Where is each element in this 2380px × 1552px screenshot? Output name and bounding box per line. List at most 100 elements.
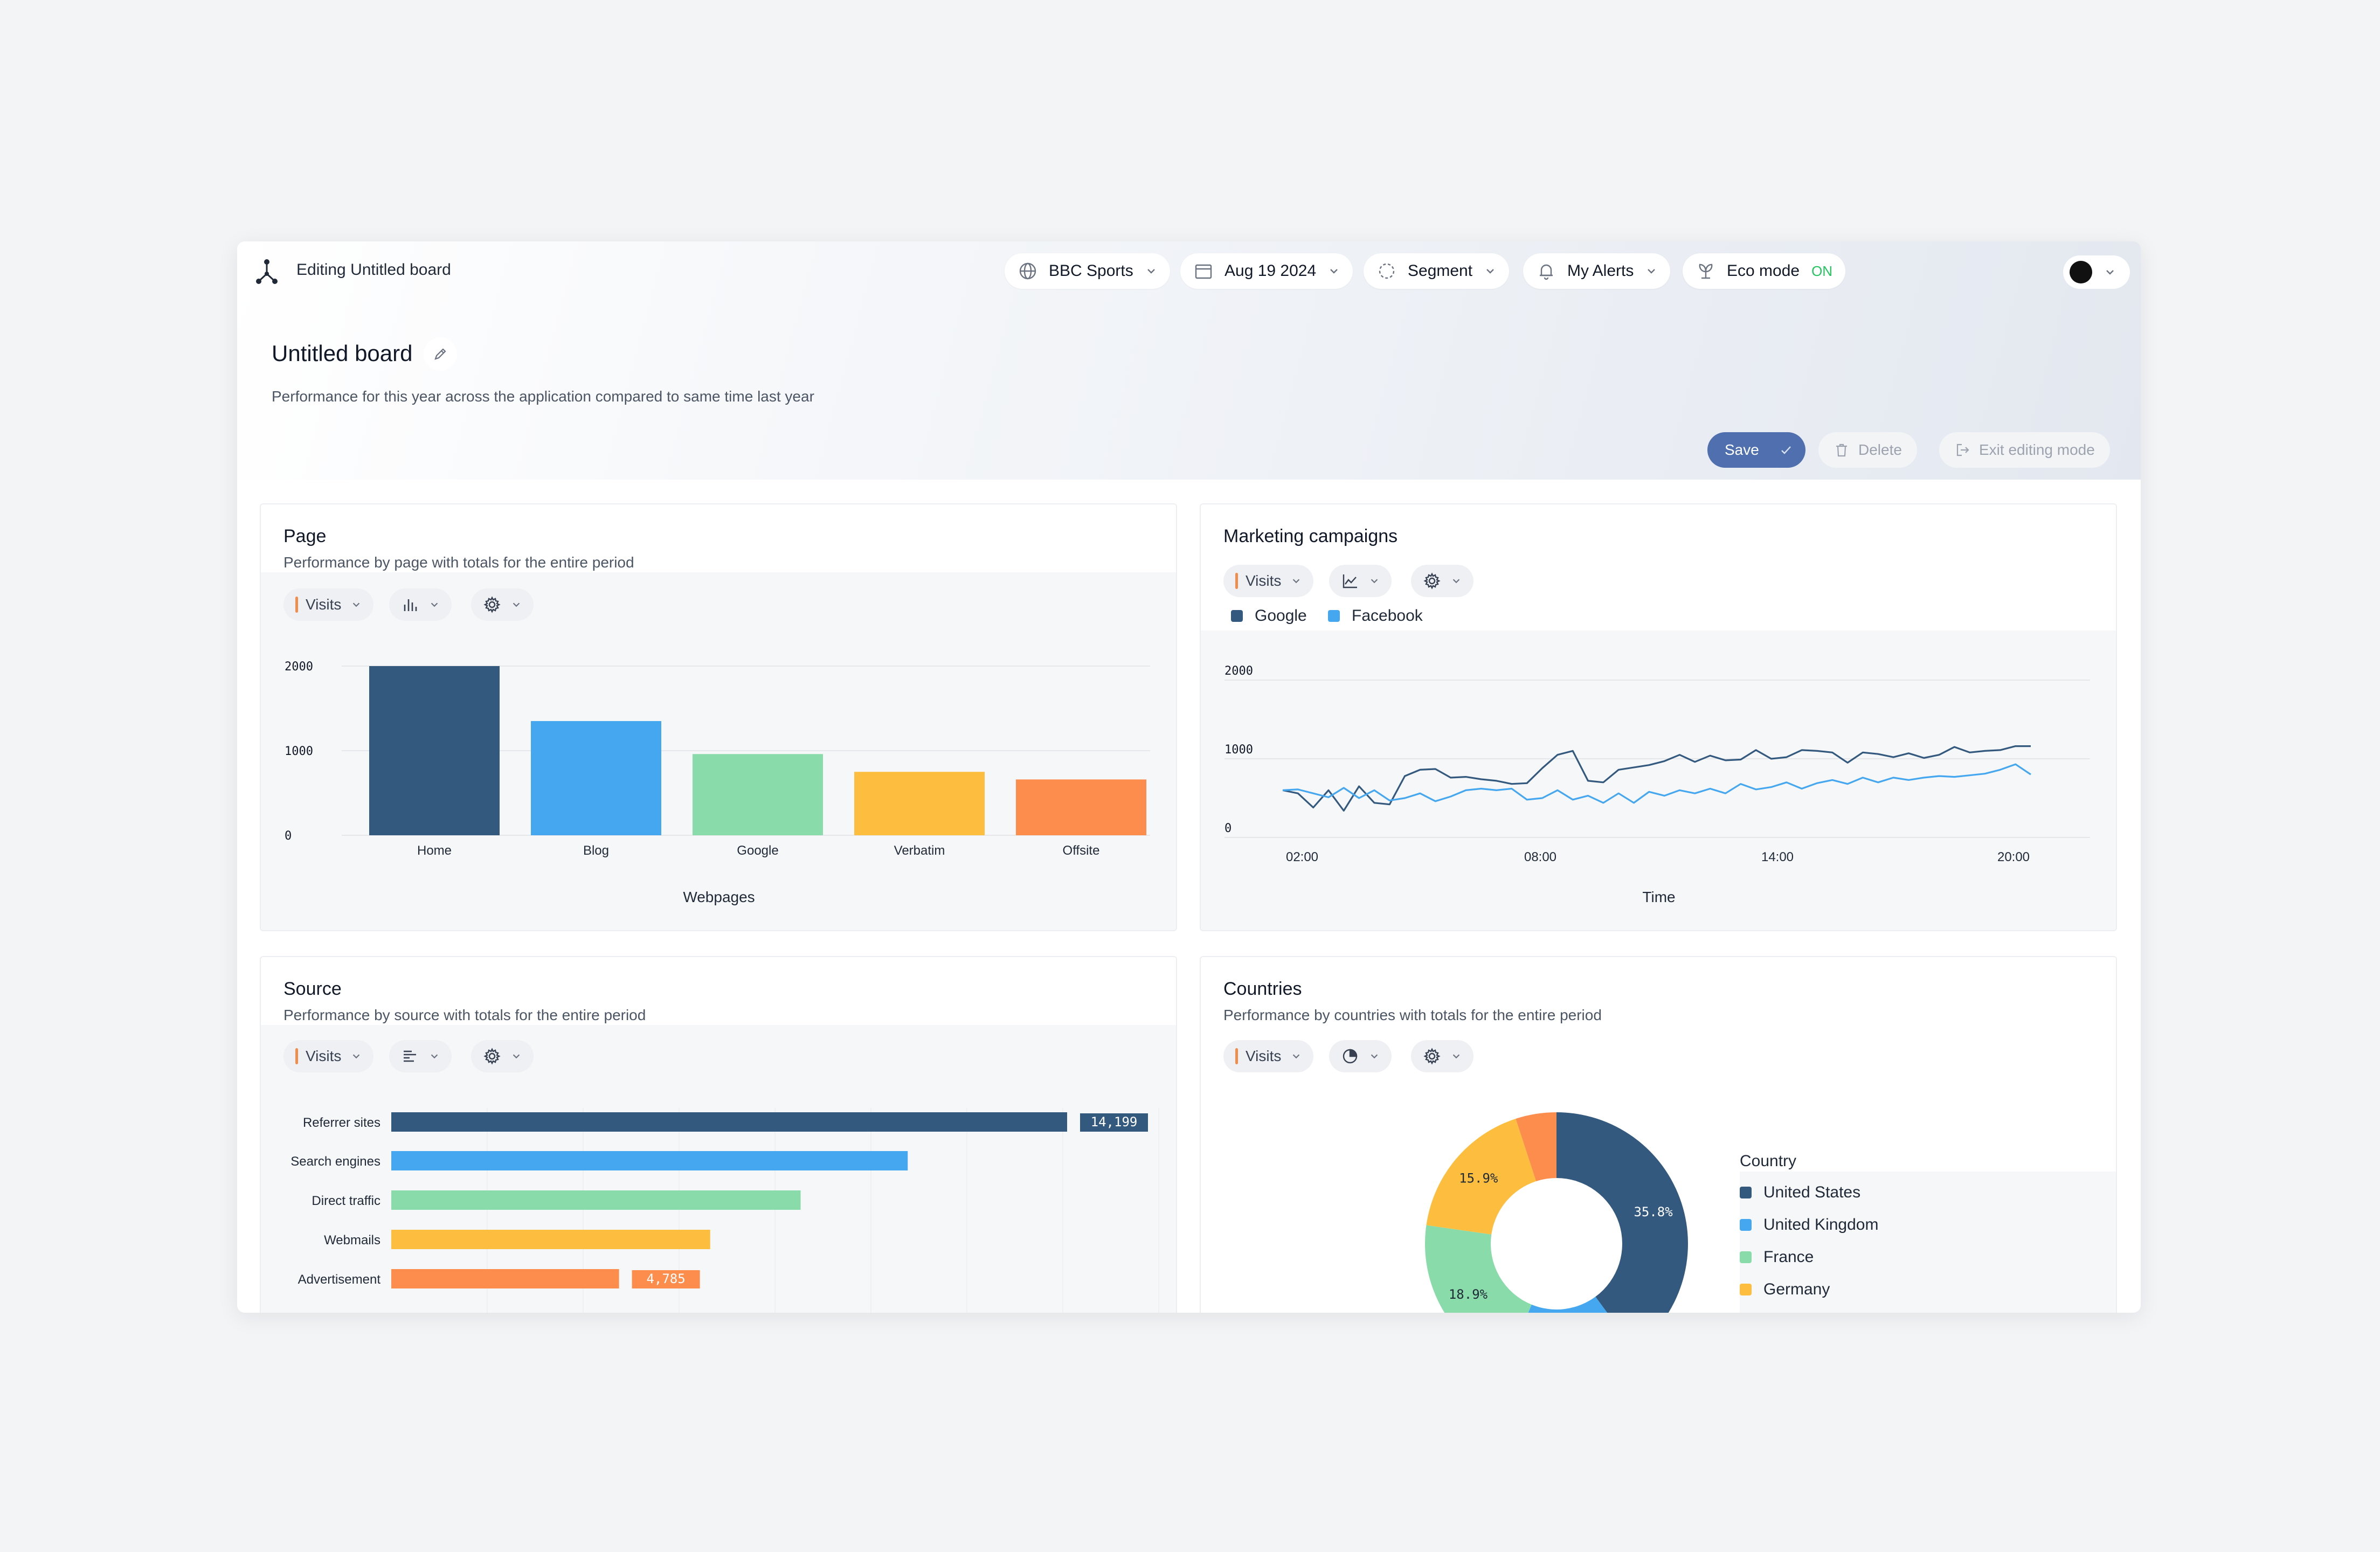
legend-item-germany: Germany <box>1740 1280 1830 1299</box>
chevron-down-icon <box>511 599 522 610</box>
page-card: Page Performance by page with totals for… <box>260 503 1177 931</box>
card-title: Marketing campaigns <box>1223 526 1398 546</box>
chevron-down-icon <box>1484 265 1496 277</box>
segment-selector[interactable]: Segment <box>1364 253 1510 289</box>
chart-settings-button[interactable] <box>1411 1040 1473 1072</box>
leaf-icon <box>1696 261 1716 281</box>
legend-title-text: Country <box>1740 1152 1797 1170</box>
series-line <box>1282 763 2031 804</box>
legend-item-google: Google <box>1231 607 1307 625</box>
data-label-background <box>632 1270 700 1288</box>
eco-mode-toggle[interactable]: Eco mode ON <box>1683 253 1846 289</box>
chart-settings-button[interactable] <box>1411 565 1473 597</box>
chart-type-selector[interactable] <box>389 1040 452 1072</box>
chevron-down-icon <box>1369 576 1380 586</box>
chart-type-selector[interactable] <box>389 588 452 621</box>
gear-icon <box>483 595 501 614</box>
save-button[interactable]: Save <box>1707 432 1805 468</box>
x-tick-label: Offsite <box>1063 843 1100 858</box>
y-tick-label: Advertisement <box>298 1272 381 1287</box>
y-tick-label: Webmails <box>324 1233 380 1248</box>
data-label: 18.9% <box>1449 1287 1488 1302</box>
chevron-down-icon <box>1145 265 1157 277</box>
source-card: Source Performance by source with totals… <box>260 956 1177 1313</box>
countries-card: Countries Performance by countries with … <box>1200 956 2117 1313</box>
site-selector-label: BBC Sports <box>1049 262 1133 280</box>
data-label: 14,199 <box>1091 1114 1138 1130</box>
pie-slice <box>1426 1119 1537 1235</box>
bar <box>854 772 985 835</box>
bar-chart-icon <box>401 595 419 614</box>
y-tick-label: 1000 <box>1224 743 1253 757</box>
bell-icon <box>1536 261 1556 281</box>
metric-label: Visits <box>1246 572 1282 589</box>
board-title: Untitled board <box>272 341 413 366</box>
chevron-down-icon <box>351 1051 362 1062</box>
y-tick-label: 2000 <box>285 660 313 674</box>
x-axis-label: Webpages <box>683 889 755 905</box>
legend-item-united-kingdom: United Kingdom <box>1740 1216 1878 1234</box>
pie-slice <box>1425 1225 1532 1313</box>
metric-selector[interactable]: Visits <box>283 588 374 621</box>
series-line <box>1282 745 2031 812</box>
card-title: Countries <box>1223 979 1302 999</box>
metric-selector[interactable]: Visits <box>283 1040 374 1072</box>
bar <box>369 666 500 835</box>
pie-slice <box>1516 1112 1556 1182</box>
x-axis-label: Time <box>1642 889 1675 905</box>
chevron-down-icon <box>429 1051 440 1062</box>
board-description: Performance for this year across the app… <box>272 388 814 405</box>
chevron-down-icon <box>1645 265 1657 277</box>
calendar-icon <box>1193 261 1214 281</box>
date-selector[interactable]: Aug 19 2024 <box>1180 253 1353 289</box>
alerts-selector[interactable]: My Alerts <box>1523 253 1671 289</box>
y-tick-label: 0 <box>1224 822 1231 835</box>
card-subtitle: Performance by page with totals for the … <box>283 554 634 571</box>
chevron-down-icon <box>1291 1051 1302 1062</box>
delete-label: Delete <box>1858 441 1902 458</box>
bar <box>693 754 823 835</box>
metric-selector[interactable]: Visits <box>1223 565 1314 597</box>
pencil-icon <box>432 346 448 362</box>
exit-editing-label: Exit editing mode <box>1979 441 2095 458</box>
bar <box>391 1151 908 1170</box>
x-tick-label: 08:00 <box>1524 850 1556 864</box>
chevron-down-icon <box>351 599 362 610</box>
chart-type-selector[interactable] <box>1329 1040 1392 1072</box>
y-tick-label: Direct traffic <box>312 1194 380 1208</box>
metric-color-indicator <box>295 1048 298 1064</box>
legend-title: Country <box>1740 1152 1796 1170</box>
card-title: Source <box>283 979 342 999</box>
legend-swatch <box>1740 1251 1752 1263</box>
chart-settings-button[interactable] <box>471 1040 534 1072</box>
top-bar: Editing Untitled board BBC Sports Aug 19… <box>237 241 2141 301</box>
metric-color-indicator <box>1235 573 1238 589</box>
legend-item-france: France <box>1740 1248 1814 1266</box>
legend-swatch <box>1740 1219 1752 1231</box>
segment-icon <box>1376 261 1397 281</box>
metric-selector[interactable]: Visits <box>1223 1040 1314 1072</box>
marketing-card: Marketing campaigns Visits Google Facebo… <box>1200 503 2117 931</box>
exit-editing-button[interactable]: Exit editing mode <box>1939 432 2110 468</box>
data-label: 35.8% <box>1634 1204 1673 1220</box>
globe-icon <box>1018 261 1038 281</box>
x-tick-label: Blog <box>583 843 609 858</box>
pie-slice <box>1556 1112 1688 1313</box>
x-tick-label: 20:00 <box>1997 850 2030 864</box>
chart-settings-button[interactable] <box>471 588 534 621</box>
card-background <box>1740 1172 2116 1313</box>
site-selector[interactable]: BBC Sports <box>1005 253 1170 289</box>
edit-title-button[interactable] <box>424 337 457 371</box>
legend-label: France <box>1763 1248 1814 1266</box>
chevron-down-icon <box>1369 1051 1380 1062</box>
chart-type-selector[interactable] <box>1329 565 1392 597</box>
app-logo-icon[interactable] <box>252 258 281 287</box>
chevron-down-icon <box>2104 266 2116 278</box>
editing-title: Editing Untitled board <box>296 261 451 279</box>
user-menu[interactable] <box>2063 255 2130 289</box>
legend-label: Germany <box>1763 1280 1830 1298</box>
delete-button[interactable]: Delete <box>1818 432 1917 468</box>
gear-icon <box>1423 572 1441 590</box>
chevron-down-icon <box>1291 576 1302 586</box>
date-selector-label: Aug 19 2024 <box>1224 262 1317 280</box>
